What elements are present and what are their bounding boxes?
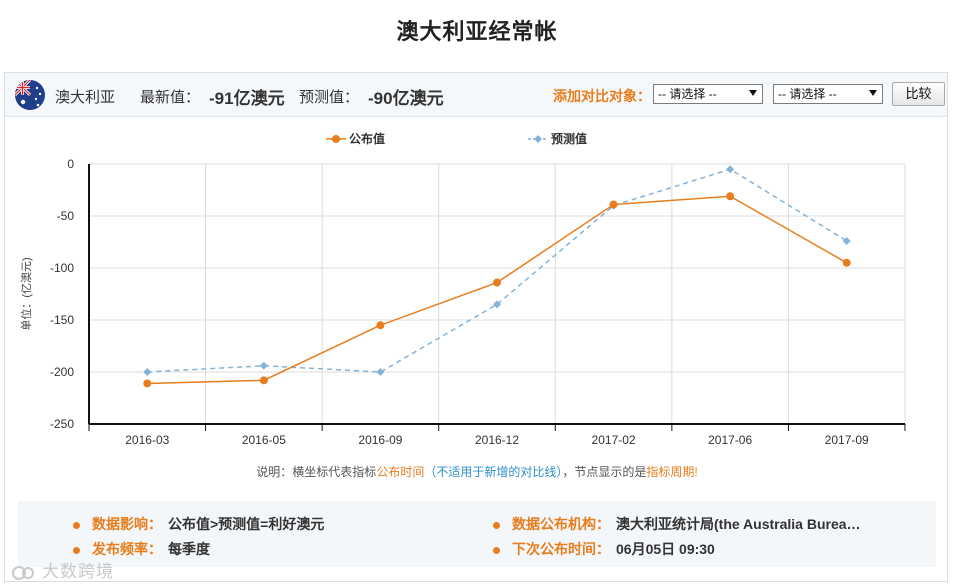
x-tick-label: 2017-06 <box>708 433 752 447</box>
chevron-down-icon <box>749 90 757 96</box>
legend-marker-1 <box>534 135 542 143</box>
latest-value: -91亿澳元 <box>209 89 285 108</box>
data-point-actual <box>376 321 385 330</box>
note-paren: （不适用于新增的对比线） <box>424 465 563 479</box>
series-line-0 <box>147 195 848 385</box>
frequency-label: 发布频率： <box>92 541 162 557</box>
y-axis-label: 单位：(亿澳元) <box>19 257 33 330</box>
forecast-value: -90亿澳元 <box>368 89 444 108</box>
bullet-icon <box>493 546 500 554</box>
impact-value: 公布值>预测值=利好澳元 <box>168 516 325 532</box>
x-tick-label: 2016-05 <box>242 433 286 447</box>
y-tick-label: -50 <box>57 209 75 223</box>
watermark-text: 大数跨境 <box>42 562 114 581</box>
data-point-actual <box>609 200 618 209</box>
y-tick-label: -100 <box>50 261 74 275</box>
chevron-down-icon <box>869 90 877 96</box>
bullet-icon <box>73 521 80 529</box>
data-point-actual <box>842 258 851 267</box>
x-tick-label: 2017-09 <box>825 433 869 447</box>
info-agency: 数据公布机构： 澳大利亚统计局(the Australia Burea… <box>493 514 861 534</box>
impact-label: 数据影响： <box>92 516 162 532</box>
page-title: 澳大利亚经常帐 <box>396 19 558 44</box>
indicator-panel: 澳大利亚 最新值： -91亿澳元 预测值： -90亿澳元 添加对比对象： -- … <box>4 72 948 582</box>
frequency-value: 每季度 <box>168 541 210 557</box>
data-point-forecast <box>376 368 385 376</box>
agency-value: 澳大利亚统计局(the Australia Burea… <box>616 516 861 532</box>
compare-select-1-value: -- 请选择 -- <box>658 87 717 101</box>
compare-select-1[interactable]: -- 请选择 -- <box>653 84 763 104</box>
data-point-actual <box>726 192 735 201</box>
data-point-actual <box>143 379 152 388</box>
panel-header: 澳大利亚 最新值： -91亿澳元 预测值： -90亿澳元 添加对比对象： -- … <box>5 73 947 117</box>
next-release-value: 06月05日 09:30 <box>616 541 715 557</box>
note-prefix: 说明：横坐标代表指标 <box>256 465 377 479</box>
australia-flag-icon <box>15 80 45 110</box>
latest-value-label: 最新值： <box>140 89 201 106</box>
compare-select-2-value: -- 请选择 -- <box>778 87 837 101</box>
note-middle: ，节点显示的是 <box>562 465 647 479</box>
data-point-forecast <box>259 361 268 370</box>
data-point-forecast <box>842 236 851 245</box>
data-point-forecast <box>143 368 152 376</box>
info-next-release: 下次公布时间： 06月05日 09:30 <box>493 539 715 559</box>
bullet-icon <box>493 521 500 529</box>
data-point-forecast <box>726 165 735 174</box>
x-tick-label: 2016-03 <box>125 433 169 447</box>
chart-note: 说明：横坐标代表指标公布时间（不适用于新增的对比线），节点显示的是指标周期! <box>0 463 954 480</box>
legend-label-1: 预测值 <box>551 131 587 146</box>
x-tick-label: 2017-02 <box>592 433 636 447</box>
line-chart: 0 -50 -100 -150 -200 -250 2016-03 2016-05 2016-0… <box>19 131 906 447</box>
info-box: 数据影响： 公布值>预测值=利好澳元 数据公布机构： 澳大利亚统计局(the Aus… <box>18 501 936 567</box>
x-tick-label: 2016-09 <box>358 433 402 447</box>
watermark: 大数跨境 <box>10 557 114 582</box>
y-tick-label: 0 <box>67 157 74 171</box>
x-tick-label: 2016-12 <box>475 433 519 447</box>
country-name: 澳大利亚 <box>55 89 116 106</box>
agency-label: 数据公布机构： <box>512 516 610 532</box>
y-tick-label: -150 <box>50 313 74 327</box>
forecast-value-label: 预测值： <box>299 89 360 106</box>
watermark-logo-icon <box>12 565 34 580</box>
y-tick-label: -200 <box>50 365 74 379</box>
legend-label-0: 公布值 <box>349 131 385 146</box>
data-point-actual <box>493 278 501 287</box>
data-point-actual <box>259 376 268 385</box>
info-impact: 数据影响： 公布值>预测值=利好澳元 <box>73 514 324 534</box>
next-release-label: 下次公布时间： <box>512 541 610 557</box>
compare-button[interactable]: 比较 <box>892 82 945 106</box>
note-period: 指标周期! <box>646 465 698 479</box>
note-publish-time: 公布时间 <box>376 465 425 479</box>
compare-select-2[interactable]: -- 请选择 -- <box>773 84 883 104</box>
info-frequency: 发布频率： 每季度 <box>73 539 210 559</box>
legend-marker-0 <box>332 135 340 143</box>
data-point-forecast <box>493 300 501 309</box>
bullet-icon <box>73 546 80 554</box>
y-tick-label: -250 <box>50 417 74 431</box>
series-line-1 <box>147 168 848 373</box>
add-compare-label: 添加对比对象： <box>553 88 651 104</box>
